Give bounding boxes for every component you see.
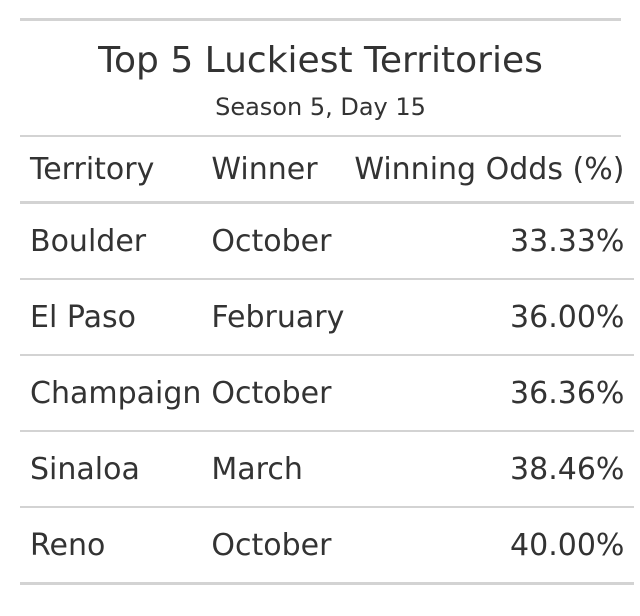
column-header-winner: Winner	[201, 137, 345, 204]
cell-odds: 38.46%	[344, 431, 635, 508]
territories-table: Territory Winner Winning Odds (%) Boulde…	[20, 137, 635, 585]
header-row: Territory Winner Winning Odds (%)	[20, 137, 635, 204]
cell-winner: February	[201, 279, 345, 356]
table-row: Sinaloa March 38.46%	[20, 431, 635, 508]
table-row: Boulder October 33.33%	[20, 202, 635, 280]
cell-territory: Reno	[20, 507, 202, 585]
cell-odds: 36.36%	[344, 355, 635, 432]
cell-odds: 33.33%	[344, 202, 635, 280]
cell-winner: October	[201, 355, 345, 432]
column-header-territory: Territory	[20, 137, 202, 204]
cell-winner: October	[201, 202, 345, 280]
cell-odds: 36.00%	[344, 279, 635, 356]
cell-winner: October	[201, 507, 345, 585]
top-rule	[20, 18, 621, 21]
table-header-block: Top 5 Luckiest Territories Season 5, Day…	[20, 21, 621, 137]
cell-territory: Sinaloa	[20, 431, 202, 508]
cell-territory: El Paso	[20, 279, 202, 356]
cell-territory: Champaign	[20, 355, 202, 432]
table-row: Reno October 40.00%	[20, 507, 635, 585]
table-row: El Paso February 36.00%	[20, 279, 635, 356]
cell-territory: Boulder	[20, 202, 202, 280]
table-title: Top 5 Luckiest Territories	[98, 40, 543, 81]
column-header-odds: Winning Odds (%)	[344, 137, 635, 204]
cell-odds: 40.00%	[344, 507, 635, 585]
results-table-container: Top 5 Luckiest Territories Season 5, Day…	[20, 18, 635, 585]
cell-winner: March	[201, 431, 345, 508]
table-subtitle: Season 5, Day 15	[215, 93, 426, 121]
table-row: Champaign October 36.36%	[20, 355, 635, 432]
